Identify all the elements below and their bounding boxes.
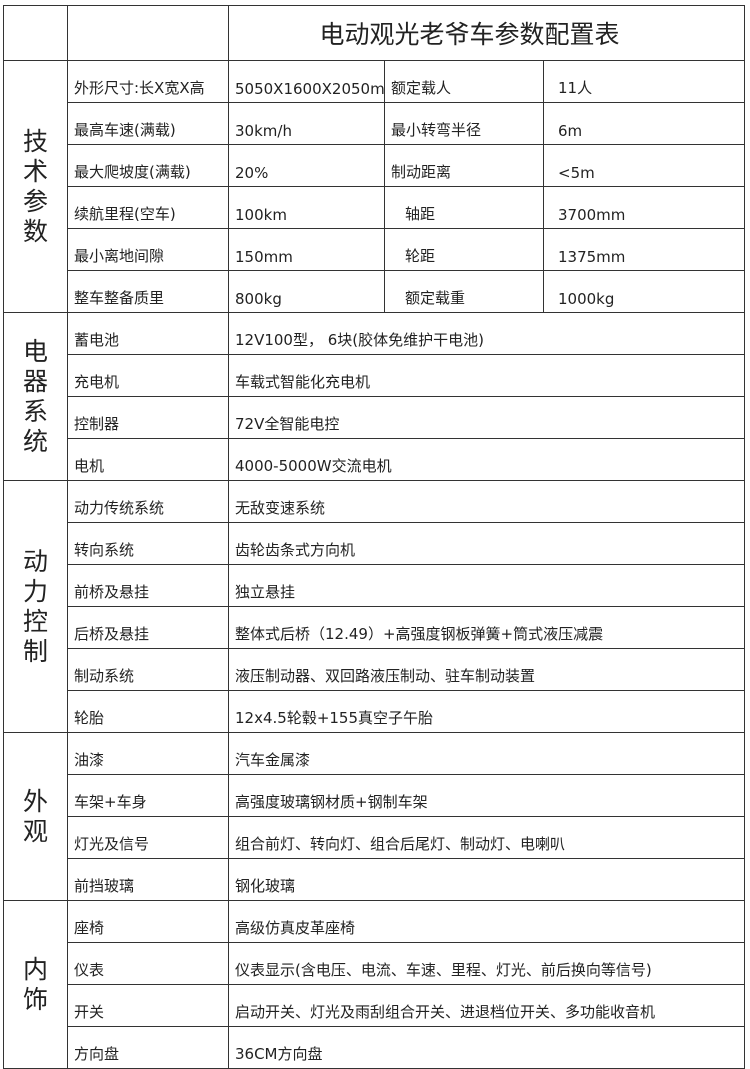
param-label: 灯光及信号 bbox=[67, 816, 229, 859]
param-value: 整体式后桥（12.49）+高强度钢板弹簧+筒式液压减震 bbox=[228, 606, 745, 649]
param-label: 座椅 bbox=[67, 900, 229, 943]
table-row: 前挡玻璃 钢化玻璃 bbox=[4, 858, 745, 901]
table-row: 开关 启动开关、灯光及雨刮组合开关、进退档位开关、多功能收音机 bbox=[4, 984, 745, 1027]
section-name: 技术参数 bbox=[22, 126, 48, 246]
param-value: 30km/h bbox=[228, 102, 385, 145]
table-row: 车架+车身 高强度玻璃钢材质+钢制车架 bbox=[4, 774, 745, 817]
table-row: 外观 油漆 汽车金属漆 bbox=[3, 732, 745, 901]
param-label: 前挡玻璃 bbox=[67, 858, 229, 901]
param-label: 额定载人 bbox=[384, 60, 544, 103]
table-row: 仪表 仪表显示(含电压、电流、车速、里程、灯光、前后换向等信号) bbox=[4, 942, 745, 985]
param-value: 仪表显示(含电压、电流、车速、里程、灯光、前后换向等信号) bbox=[228, 942, 745, 985]
table-row: 后桥及悬挂 整体式后桥（12.49）+高强度钢板弹簧+筒式液压减震 bbox=[4, 606, 745, 649]
param-label: 续航里程(空车) bbox=[67, 186, 229, 229]
section-name: 动力控制 bbox=[22, 546, 48, 666]
table-row: 最大爬坡度(满载) 20% 制动距离 <5m bbox=[4, 144, 745, 187]
param-label: 动力传统系统 bbox=[67, 480, 229, 523]
param-label: 控制器 bbox=[67, 396, 229, 439]
param-label: 轴距 bbox=[384, 186, 544, 229]
section-label: 内饰 bbox=[3, 900, 68, 1069]
param-value: 独立悬挂 bbox=[228, 564, 745, 607]
param-label: 最小离地间隙 bbox=[67, 228, 229, 271]
table-row: 最小离地间隙 150mm 轮距 1375mm bbox=[4, 228, 745, 271]
param-label: 蓄电池 bbox=[67, 312, 229, 355]
table-row: 充电机 车载式智能化充电机 bbox=[4, 354, 745, 397]
param-value: 液压制动器、双回路液压制动、驻车制动装置 bbox=[228, 648, 745, 691]
param-label: 额定载重 bbox=[384, 270, 544, 313]
table-row: 转向系统 齿轮齿条式方向机 bbox=[4, 522, 745, 565]
param-label: 制动系统 bbox=[67, 648, 229, 691]
param-value: 高强度玻璃钢材质+钢制车架 bbox=[228, 774, 745, 817]
table-row: 方向盘 36CM方向盘 bbox=[4, 1026, 745, 1069]
table-row: 内饰 座椅 高级仿真皮革座椅 bbox=[3, 900, 745, 1069]
table-row: 技术参数 外形尺寸:长X宽X高 5050X1600X2050mm 额定载人 11人 bbox=[3, 60, 745, 313]
page-title: 电动观光老爷车参数配置表 bbox=[228, 5, 745, 61]
section-label: 外观 bbox=[3, 732, 68, 901]
param-value: 5050X1600X2050mm bbox=[228, 60, 385, 103]
param-value: 100km bbox=[228, 186, 385, 229]
param-value: 车载式智能化充电机 bbox=[228, 354, 745, 397]
param-label: 外形尺寸:长X宽X高 bbox=[67, 60, 229, 103]
param-label: 整车整备质里 bbox=[67, 270, 229, 313]
table-row: 最高车速(满载) 30km/h 最小转弯半径 6m bbox=[4, 102, 745, 145]
param-label: 油漆 bbox=[67, 732, 229, 775]
param-value: 20% bbox=[228, 144, 385, 187]
param-value: 12x4.5轮毂+155真空子午胎 bbox=[228, 690, 745, 733]
param-label: 仪表 bbox=[67, 942, 229, 985]
param-value: 齿轮齿条式方向机 bbox=[228, 522, 745, 565]
param-value: 12V100型， 6块(胶体免维护干电池) bbox=[228, 312, 745, 355]
section-label: 动力控制 bbox=[3, 480, 68, 733]
section-name: 内饰 bbox=[22, 954, 48, 1014]
param-value: 3700mm bbox=[543, 186, 745, 229]
table-row: 续航里程(空车) 100km 轴距 3700mm bbox=[4, 186, 745, 229]
param-value: 36CM方向盘 bbox=[228, 1026, 745, 1069]
param-value: 组合前灯、转向灯、组合后尾灯、制动灯、电喇叭 bbox=[228, 816, 745, 859]
param-label: 前桥及悬挂 bbox=[67, 564, 229, 607]
param-value: 无敌变速系统 bbox=[228, 480, 745, 523]
param-label: 方向盘 bbox=[67, 1026, 229, 1069]
param-label: 开关 bbox=[67, 984, 229, 1027]
section-label: 技术参数 bbox=[3, 60, 68, 313]
header-row: 电动观光老爷车参数配置表 bbox=[3, 5, 745, 61]
param-value: 1375mm bbox=[543, 228, 745, 271]
param-value: 高级仿真皮革座椅 bbox=[228, 900, 745, 943]
param-label: 最高车速(满载) bbox=[67, 102, 229, 145]
param-label: 后桥及悬挂 bbox=[67, 606, 229, 649]
param-value: <5m bbox=[543, 144, 745, 187]
param-label: 最大爬坡度(满载) bbox=[67, 144, 229, 187]
param-label: 制动距离 bbox=[384, 144, 544, 187]
param-label: 电机 bbox=[67, 438, 229, 481]
table-row: 动力控制 动力传统系统 无敌变速系统 bbox=[3, 480, 745, 733]
table-row: 制动系统 液压制动器、双回路液压制动、驻车制动装置 bbox=[4, 648, 745, 691]
spec-table: 电动观光老爷车参数配置表 技术参数 外形尺寸:长X宽X高 5050X1600X205… bbox=[3, 5, 745, 1069]
table-row: 控制器 72V全智能电控 bbox=[4, 396, 745, 439]
param-label: 转向系统 bbox=[67, 522, 229, 565]
section-name: 电器系统 bbox=[22, 336, 48, 456]
param-value: 150mm bbox=[228, 228, 385, 271]
section-label: 电器系统 bbox=[3, 312, 68, 481]
table-row: 整车整备质里 800kg 额定载重 1000kg bbox=[4, 270, 745, 313]
param-value: 1000kg bbox=[543, 270, 745, 313]
param-value: 6m bbox=[543, 102, 745, 145]
param-label: 轮距 bbox=[384, 228, 544, 271]
param-value: 启动开关、灯光及雨刮组合开关、进退档位开关、多功能收音机 bbox=[228, 984, 745, 1027]
table-row: 电器系统 蓄电池 12V100型， 6块(胶体免维护干电池) bbox=[3, 312, 745, 481]
table-row: 电机 4000-5000W交流电机 bbox=[4, 438, 745, 481]
param-value: 钢化玻璃 bbox=[228, 858, 745, 901]
corner-cell bbox=[3, 5, 68, 61]
table-row: 前桥及悬挂 独立悬挂 bbox=[4, 564, 745, 607]
table-row: 灯光及信号 组合前灯、转向灯、组合后尾灯、制动灯、电喇叭 bbox=[4, 816, 745, 859]
param-label: 充电机 bbox=[67, 354, 229, 397]
param-label: 最小转弯半径 bbox=[384, 102, 544, 145]
param-value: 汽车金属漆 bbox=[228, 732, 745, 775]
table-row: 轮胎 12x4.5轮毂+155真空子午胎 bbox=[4, 690, 745, 733]
param-value: 11人 bbox=[543, 60, 745, 103]
param-value: 72V全智能电控 bbox=[228, 396, 745, 439]
param-label: 轮胎 bbox=[67, 690, 229, 733]
param-value: 4000-5000W交流电机 bbox=[228, 438, 745, 481]
param-label: 车架+车身 bbox=[67, 774, 229, 817]
corner-cell bbox=[67, 5, 229, 61]
param-value: 800kg bbox=[228, 270, 385, 313]
section-name: 外观 bbox=[22, 786, 48, 846]
